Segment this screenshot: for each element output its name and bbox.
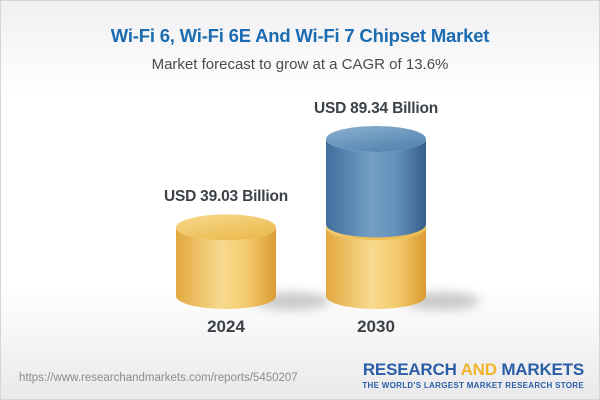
- bar-2030-segment-1: [326, 139, 426, 238]
- logo-word-and: AND: [460, 360, 497, 379]
- category-label-2030: 2030: [357, 317, 395, 336]
- report-url: https://www.researchandmarkets.com/repor…: [19, 372, 298, 384]
- bar-2024-top-face: [176, 214, 276, 241]
- logo-wordmark: RESEARCH AND MARKETS: [362, 361, 584, 379]
- footer: https://www.researchandmarkets.com/repor…: [1, 343, 599, 399]
- chart-title: Wi-Fi 6, Wi-Fi 6E And Wi-Fi 7 Chipset Ma…: [110, 25, 490, 46]
- category-label-2024: 2024: [207, 317, 245, 336]
- value-label-2024: USD 39.03 Billion: [163, 188, 289, 206]
- logo-word-markets: MARKETS: [501, 360, 584, 379]
- chart-subtitle: Market forecast to grow at a CAGR of 13.…: [151, 56, 449, 73]
- chart-header: Wi-Fi 6, Wi-Fi 6E And Wi-Fi 7 Chipset Ma…: [1, 25, 599, 74]
- logo-tagline: THE WORLD'S LARGEST MARKET RESEARCH STOR…: [362, 381, 584, 390]
- logo-word-research: RESEARCH: [362, 360, 457, 379]
- bar-2030-segment-0: [326, 227, 426, 309]
- bar-2030-top-face: [326, 126, 426, 152]
- bar-2024-segment-0: [176, 227, 276, 309]
- value-label-2030: USD 89.34 Billion: [313, 100, 439, 117]
- research-and-markets-logo: RESEARCH AND MARKETS THE WORLD'S LARGEST…: [362, 361, 584, 391]
